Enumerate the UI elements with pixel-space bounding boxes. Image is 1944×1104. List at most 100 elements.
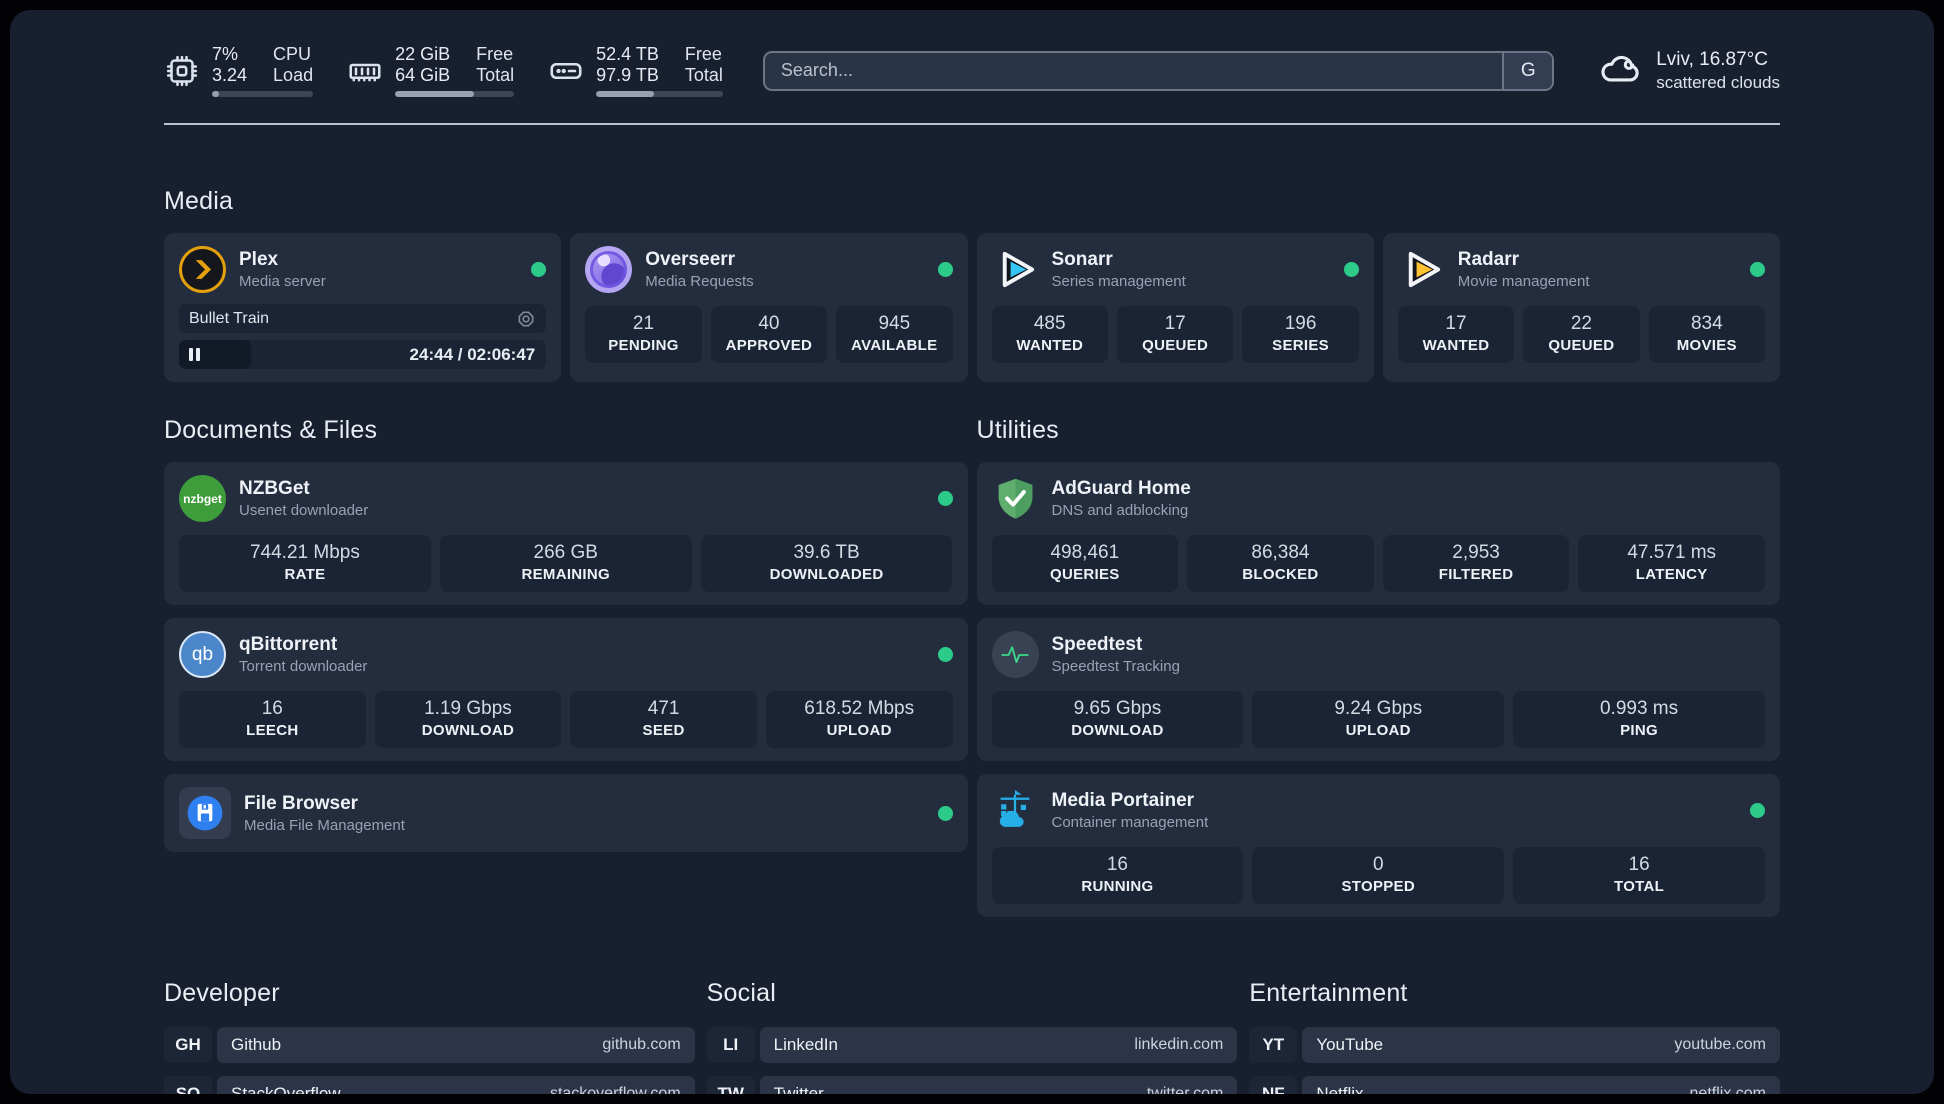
card-title: AdGuard Home [1051, 478, 1191, 499]
header-divider [164, 123, 1780, 125]
card-title: Plex [239, 249, 279, 270]
stat-tile: 16 TOTAL [1513, 847, 1765, 904]
weather-location: Lviv, 16.87°C [1656, 49, 1769, 70]
link-abbr-badge: TW [706, 1076, 755, 1094]
card-title: Overseerr [645, 249, 736, 270]
link-linkedin[interactable]: LinkedIn linkedin.com [759, 1027, 1238, 1063]
section-title-entertainment: Entertainment [1249, 979, 1408, 1007]
card-subtitle: Usenet downloader [239, 502, 369, 519]
card-title: qBittorrent [239, 634, 338, 655]
portainer-icon [992, 787, 1039, 834]
section-title-social: Social [706, 979, 776, 1007]
disk-progress-fill [596, 91, 655, 97]
card-sonarr-link[interactable]: Sonarr Series management [992, 246, 1359, 293]
top-bar: 7% 3.24 CPU Load [164, 44, 1780, 97]
stat-tile: 2,953 FILTERED [1382, 535, 1570, 592]
list-item: SO StackOverflow stackoverflow.com [164, 1076, 695, 1094]
link-github[interactable]: Github github.com [217, 1027, 695, 1063]
card-qbittorrent-link[interactable]: qb qBittorrent Torrent downloader [179, 631, 953, 678]
memory-free-value: 22 GiB [395, 44, 451, 64]
radarr-icon [1398, 246, 1445, 293]
stat-tile: 834 MOVIES [1648, 306, 1766, 363]
card-subtitle: DNS and adblocking [1051, 502, 1189, 519]
disk-stat: 52.4 TB 97.9 TB Free Total [548, 44, 723, 97]
pause-icon[interactable] [189, 348, 200, 361]
section-title-developer: Developer [164, 979, 280, 1007]
link-stackoverflow[interactable]: StackOverflow stackoverflow.com [217, 1076, 695, 1094]
cpu-load-value: 3.24 [212, 65, 248, 85]
stat-tile: 1.19 Gbps DOWNLOAD [374, 691, 562, 748]
card-subtitle: Media Requests [645, 273, 754, 290]
card-speedtest: Speedtest Speedtest Tracking 9.65 Gbps DO… [976, 618, 1780, 761]
card-title: Sonarr [1051, 249, 1113, 270]
stat-tile: 86,384 BLOCKED [1187, 535, 1374, 592]
card-adguard-link[interactable]: AdGuard Home DNS and adblocking [992, 475, 1766, 522]
link-youtube[interactable]: YouTube youtube.com [1302, 1027, 1780, 1063]
disk-free-label: Free [684, 44, 722, 64]
stat-tile: 498,461 QUERIES [991, 535, 1179, 592]
card-nzbget: nzbget NZBGet Usenet downloader 744.21 M… [164, 462, 968, 605]
card-radarr-link[interactable]: Radarr Movie management [1398, 246, 1765, 293]
adguard-icon [992, 475, 1039, 522]
link-twitter[interactable]: Twitter twitter.com [759, 1076, 1238, 1094]
status-dot [531, 262, 547, 277]
card-filebrowser-link[interactable]: File Browser Media File Management [179, 787, 953, 839]
memory-stat: 22 GiB 64 GiB Free Total [347, 44, 515, 97]
list-item: GH Github github.com [164, 1027, 695, 1063]
card-plex-link[interactable]: Plex Media server [179, 246, 547, 293]
search-input[interactable] [764, 52, 1503, 89]
disk-total-label: Total [684, 65, 723, 85]
link-abbr-badge: YT [1249, 1027, 1298, 1063]
stat-tile: 266 GB REMAINING [439, 535, 692, 592]
card-subtitle: Media File Management [244, 816, 405, 834]
link-netflix[interactable]: Netflix netflix.com [1302, 1076, 1780, 1094]
memory-total-value: 64 GiB [395, 65, 451, 85]
search-provider-button[interactable]: G [1502, 52, 1553, 89]
status-dot [937, 491, 953, 506]
card-nzbget-link[interactable]: nzbget NZBGet Usenet downloader [179, 475, 953, 522]
now-playing-bar: Bullet Train [179, 304, 547, 333]
playback-progress-fill [179, 340, 251, 369]
card-subtitle: Speedtest Tracking [1051, 658, 1180, 675]
memory-total-label: Total [476, 65, 515, 85]
stat-tile: 16 LEECH [179, 691, 366, 748]
list-item: LI LinkedIn linkedin.com [706, 1027, 1238, 1063]
speedtest-icon [991, 631, 1039, 678]
list-item: YT YouTube youtube.com [1249, 1027, 1780, 1063]
stat-tile: 17 QUEUED [1116, 306, 1234, 363]
weather-condition: scattered clouds [1656, 73, 1780, 92]
cloud-icon [1598, 46, 1642, 95]
card-title: Radarr [1457, 249, 1519, 270]
stat-tile: 21 PENDING [585, 306, 702, 363]
card-subtitle: Movie management [1457, 273, 1590, 290]
section-utilities: Utilities AdGuard Home [976, 416, 1780, 917]
search-bar: G [762, 50, 1555, 91]
cpu-label: CPU [273, 44, 312, 64]
disk-icon [548, 53, 584, 89]
card-speedtest-link[interactable]: Speedtest Speedtest Tracking [991, 631, 1766, 678]
cpu-stat: 7% 3.24 CPU Load [164, 44, 314, 97]
filebrowser-icon [179, 787, 231, 839]
card-portainer-link[interactable]: Media Portainer Container management [992, 787, 1765, 834]
card-sonarr: Sonarr Series management 485 WANTED 17 QUE… [976, 233, 1374, 382]
memory-progress-fill [395, 91, 474, 97]
section-title-media: Media [164, 187, 234, 215]
stat-tile: 945 AVAILABLE [836, 306, 953, 363]
weather-widget: Lviv, 16.87°C scattered clouds [1598, 46, 1780, 95]
card-overseerr-link[interactable]: Overseerr Media Requests [585, 246, 953, 293]
section-documents: Documents & Files nzbget NZBGet Usenet d… [164, 416, 968, 852]
now-playing-title: Bullet Train [189, 309, 270, 327]
section-social: Social LI LinkedIn linkedin.com TW Twitt… [706, 979, 1238, 1094]
card-subtitle: Series management [1051, 273, 1186, 290]
card-subtitle: Media server [239, 273, 326, 290]
status-dot [1343, 262, 1359, 277]
system-stats: 7% 3.24 CPU Load [164, 44, 723, 97]
plex-icon [179, 246, 226, 293]
stat-tile: 0.993 ms PING [1513, 691, 1765, 748]
section-developer: Developer GH Github github.com SO StackO… [164, 979, 695, 1094]
qbittorrent-icon: qb [179, 631, 226, 678]
settings-gear-icon[interactable] [516, 309, 536, 329]
disk-total-value: 97.9 TB [596, 65, 659, 85]
status-dot [1750, 262, 1765, 277]
link-abbr-badge: SO [164, 1076, 212, 1094]
